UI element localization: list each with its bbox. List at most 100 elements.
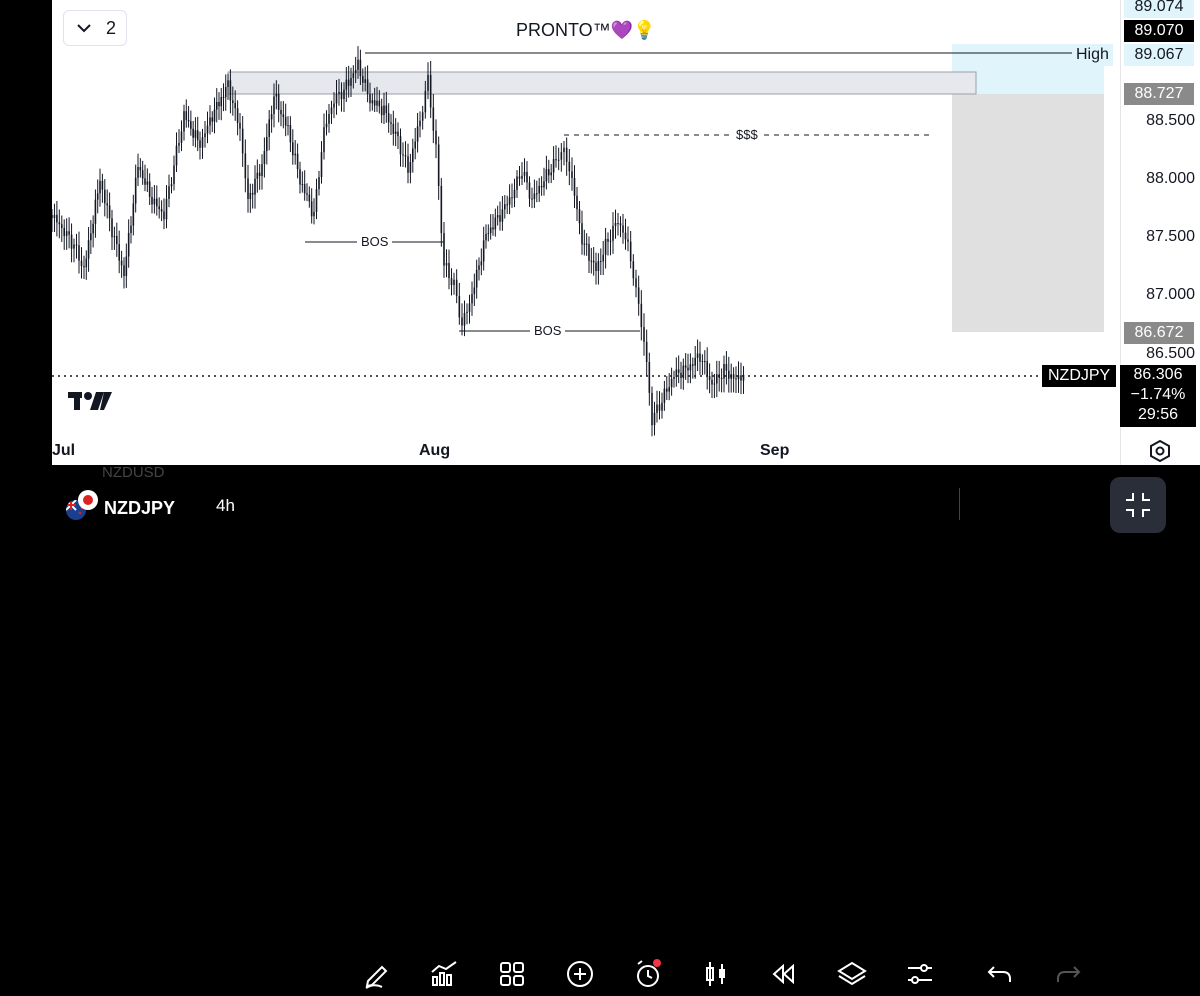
candle-body xyxy=(284,117,287,126)
settings-sliders-icon[interactable] xyxy=(903,957,937,991)
replay-icon[interactable] xyxy=(767,957,801,991)
candle-body xyxy=(578,209,581,224)
current-price: 86.306 xyxy=(1133,366,1183,383)
add-icon[interactable] xyxy=(563,957,597,991)
candle-body xyxy=(359,59,362,77)
candle-body xyxy=(127,232,130,257)
supply-box xyxy=(227,71,977,95)
candle-body xyxy=(645,341,648,362)
candle-body xyxy=(563,147,565,153)
indicator-title[interactable]: PRONTO™💜💡 xyxy=(516,20,656,40)
candle-body xyxy=(622,225,624,233)
candle-body xyxy=(666,388,668,392)
candle-body xyxy=(548,169,550,176)
fullscreen-exit-button[interactable] xyxy=(1110,477,1166,533)
candle-body xyxy=(108,205,111,219)
chart-canvas[interactable]: 2 PRONTO™💜💡 BOS BOS $$$ High NZDJPY Jul … xyxy=(52,0,1120,465)
candle-countdown: 29:56 xyxy=(1137,406,1179,423)
candle-body xyxy=(489,227,492,234)
candle-body xyxy=(163,211,165,220)
candle-body xyxy=(568,161,571,172)
candle-body xyxy=(696,353,699,358)
undo-icon[interactable] xyxy=(983,957,1017,991)
candle-body xyxy=(448,262,450,279)
candles-group xyxy=(52,46,745,437)
grid-layout-icon[interactable] xyxy=(495,957,529,991)
candle-body xyxy=(506,204,508,206)
candle-body xyxy=(402,154,404,156)
chart-indicator-icon[interactable] xyxy=(427,957,461,991)
candle-body xyxy=(234,103,236,109)
candle-body xyxy=(730,374,732,379)
candle-body xyxy=(201,137,204,148)
range-zone xyxy=(952,94,1104,332)
candle-body xyxy=(673,377,675,379)
candle-body xyxy=(338,92,340,94)
alarm-icon[interactable] xyxy=(631,957,665,991)
candle-body xyxy=(244,153,247,179)
candle-body xyxy=(266,136,268,151)
candle-body xyxy=(590,260,593,262)
candle-body xyxy=(60,224,63,228)
candle-body xyxy=(619,223,622,226)
price-badge-top: 89.074 xyxy=(1124,0,1194,18)
candle-body xyxy=(151,196,153,205)
liquidity-label: $$$ xyxy=(732,127,762,142)
candle-body xyxy=(670,378,673,388)
candle-body xyxy=(617,222,619,224)
redo-icon[interactable] xyxy=(1051,957,1085,991)
candle-body xyxy=(609,240,612,242)
candles-icon[interactable] xyxy=(699,957,733,991)
current-price-badge: 86.306 −1.74% 29:56 xyxy=(1120,365,1196,427)
candle-body xyxy=(516,176,518,190)
interval-selector[interactable]: 4h xyxy=(216,496,235,515)
bos-label-1: BOS xyxy=(357,234,393,249)
candle-body xyxy=(588,244,590,261)
candle-body xyxy=(675,369,678,378)
candle-body xyxy=(501,209,504,222)
candle-body xyxy=(397,131,399,137)
candle-body xyxy=(435,130,437,145)
candle-body xyxy=(99,180,101,194)
candle-body xyxy=(583,243,586,245)
symbol-name: NZDJPY xyxy=(104,498,176,518)
candle-body xyxy=(732,374,735,379)
gear-icon[interactable] xyxy=(1149,439,1171,463)
layers-icon[interactable] xyxy=(835,957,869,991)
candle-body xyxy=(740,375,742,381)
candle-body xyxy=(104,189,106,204)
candle-body xyxy=(635,278,637,288)
candle-body xyxy=(545,169,548,182)
price-label: 88.500 xyxy=(1146,112,1195,129)
candle-body xyxy=(206,125,209,134)
window-selector[interactable]: 2 xyxy=(63,10,127,46)
candle-body xyxy=(373,100,376,106)
candle-body xyxy=(335,93,338,104)
candle-body xyxy=(222,97,225,99)
candle-body xyxy=(581,223,583,245)
candle-body xyxy=(80,260,83,267)
candle-body xyxy=(694,357,696,366)
candle-body xyxy=(407,156,409,173)
candle-body xyxy=(65,231,68,237)
candle-body xyxy=(629,241,632,262)
candle-body xyxy=(720,377,723,379)
candle-body xyxy=(557,159,560,161)
candle-body xyxy=(482,240,485,262)
candle-body xyxy=(571,171,573,178)
candle-body xyxy=(485,233,487,241)
candlestick-chart[interactable] xyxy=(52,0,1120,465)
candle-body xyxy=(352,73,355,78)
candle-body xyxy=(275,93,278,97)
pencil-icon[interactable] xyxy=(360,957,394,991)
candle-body xyxy=(543,181,545,188)
time-label-aug: Aug xyxy=(419,442,451,459)
candle-body xyxy=(313,211,315,217)
tradingview-logo[interactable] xyxy=(68,390,112,412)
candle-body xyxy=(409,161,412,173)
candle-body xyxy=(390,122,392,124)
candle-body xyxy=(303,184,306,194)
candle-body xyxy=(658,404,661,411)
candle-body xyxy=(511,197,513,199)
candle-body xyxy=(153,198,156,205)
